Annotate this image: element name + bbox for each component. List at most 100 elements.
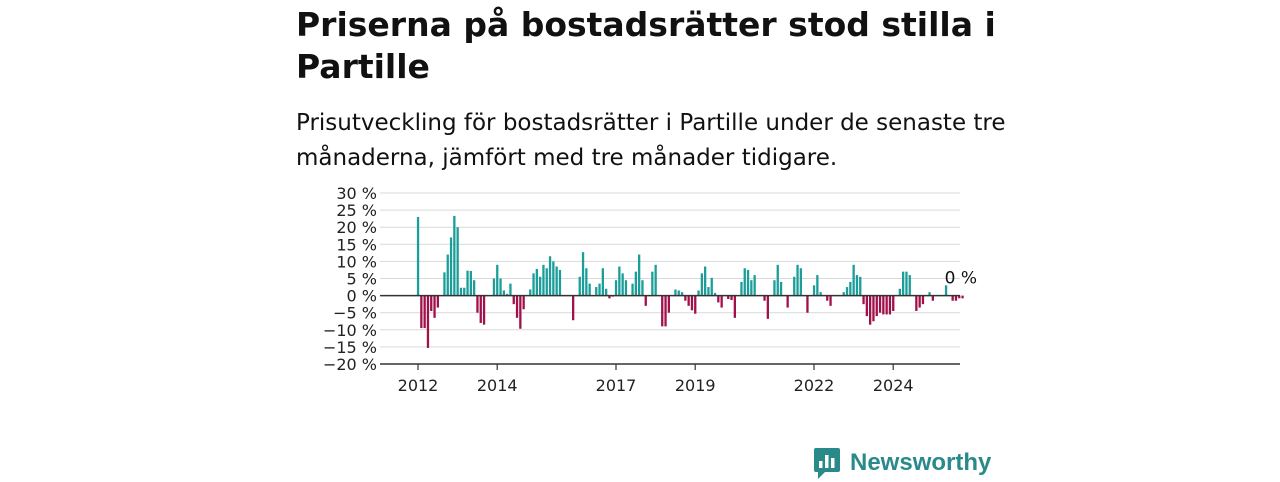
newsworthy-chart-icon	[814, 448, 840, 479]
bar	[961, 295, 964, 299]
bar	[502, 290, 505, 296]
bar	[634, 271, 637, 296]
newsworthy-logo: Newsworthy	[813, 444, 991, 482]
bar	[463, 287, 466, 296]
bar	[598, 283, 601, 296]
bar	[624, 280, 628, 296]
y-tick-label: 15 %	[336, 235, 377, 254]
bar	[694, 295, 697, 314]
bar	[532, 273, 535, 296]
bar	[875, 295, 878, 317]
bar	[902, 271, 905, 296]
bar	[555, 266, 558, 296]
bar	[680, 292, 684, 296]
bar	[512, 295, 515, 305]
bar	[426, 295, 430, 348]
bar	[638, 254, 641, 296]
bar	[552, 261, 555, 296]
bar	[588, 283, 591, 296]
bar	[641, 280, 644, 296]
bar	[743, 268, 746, 296]
bar	[816, 275, 819, 296]
bar	[746, 269, 750, 296]
bar	[535, 268, 538, 296]
bar	[515, 295, 519, 318]
bar	[852, 264, 855, 296]
bar	[621, 273, 624, 296]
y-tick-label: 20 %	[336, 218, 377, 237]
bar	[905, 271, 908, 296]
bar	[849, 281, 852, 296]
bar	[522, 295, 525, 310]
x-tick-label: 2012	[398, 376, 439, 395]
brand-name: Newsworthy	[850, 449, 992, 476]
bar	[496, 264, 499, 296]
bar	[819, 292, 822, 296]
bar	[466, 270, 469, 296]
bar	[416, 216, 420, 296]
bar	[786, 295, 789, 308]
y-tick-label: −5 %	[333, 304, 377, 323]
bar	[812, 285, 816, 296]
bar	[667, 295, 670, 313]
bar	[779, 281, 783, 296]
bar	[826, 295, 829, 301]
bar	[506, 293, 509, 296]
bar	[585, 268, 588, 296]
bar	[773, 280, 776, 296]
last-value-label: 0 %	[945, 269, 977, 289]
y-tick-label: 0 %	[347, 287, 377, 306]
x-tick-label: 2024	[873, 376, 914, 395]
bar	[473, 280, 476, 296]
annotation-layer: 0 %	[945, 269, 977, 289]
bar	[763, 295, 766, 301]
x-tick-label: 2019	[675, 376, 716, 395]
bar	[710, 277, 713, 296]
bar	[727, 295, 730, 300]
y-tick-label: 25 %	[336, 201, 377, 220]
bar	[499, 278, 502, 296]
bar	[954, 295, 958, 301]
bar	[707, 287, 710, 296]
bar	[921, 295, 925, 305]
bar	[578, 276, 581, 296]
bar-series	[416, 215, 964, 348]
bar	[433, 295, 436, 318]
bar	[700, 273, 703, 296]
bar	[469, 270, 472, 296]
bar	[829, 295, 832, 306]
bar	[661, 295, 664, 327]
bar	[572, 295, 575, 321]
y-tick-label: 30 %	[336, 184, 377, 203]
bar	[776, 264, 779, 296]
bar	[605, 288, 608, 296]
bar	[644, 295, 647, 306]
bar	[479, 295, 482, 323]
bar	[420, 295, 423, 329]
bar	[713, 292, 717, 296]
bar	[806, 295, 809, 313]
bar	[492, 278, 496, 296]
x-axis: 2012 2014 2017 2019 2022 2024	[380, 363, 960, 395]
bar	[733, 295, 736, 318]
bar-chart: 30 %25 %20 %15 %10 %5 %0 %−5 %−10 %−15 %…	[323, 184, 977, 395]
bar	[519, 295, 522, 329]
bar	[684, 295, 687, 301]
y-tick-label: 5 %	[347, 270, 377, 289]
bar	[608, 295, 611, 299]
bar	[539, 276, 542, 296]
bar	[651, 271, 654, 296]
bar	[845, 287, 849, 296]
bar	[796, 264, 799, 296]
y-tick-label: −10 %	[323, 321, 377, 340]
bar	[869, 295, 872, 325]
bar	[548, 256, 552, 296]
x-tick-label: 2022	[794, 376, 835, 395]
chart-subtitle: Prisutveckling för bostadsrätter i Parti…	[296, 110, 1006, 171]
bar	[687, 295, 690, 306]
bar	[674, 289, 677, 296]
bar	[430, 295, 433, 311]
bar	[456, 227, 459, 296]
bar	[558, 269, 562, 296]
bar	[918, 295, 921, 308]
